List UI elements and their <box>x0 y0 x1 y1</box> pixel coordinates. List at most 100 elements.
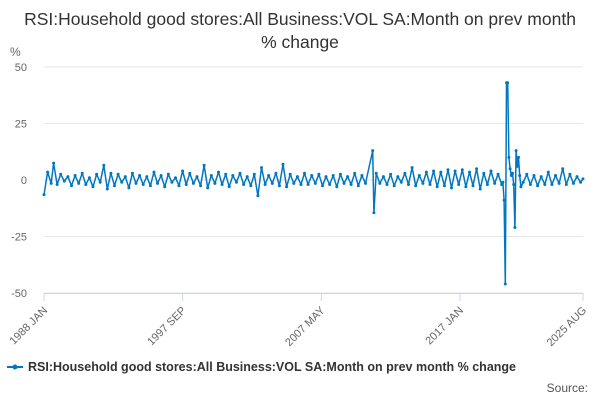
data-point <box>80 171 84 175</box>
legend-line-icon <box>7 364 23 370</box>
data-point <box>281 162 285 166</box>
data-point <box>42 193 46 197</box>
data-point <box>403 171 407 175</box>
data-point <box>227 185 231 189</box>
data-point <box>303 171 306 175</box>
data-point <box>46 170 50 174</box>
data-point <box>231 174 235 177</box>
data-point <box>421 181 425 185</box>
data-point <box>306 183 310 186</box>
data-point <box>546 170 550 174</box>
data-point <box>177 184 181 188</box>
data-point <box>396 175 400 179</box>
y-axis-label: % <box>10 45 21 59</box>
source-label: Source: <box>546 381 588 395</box>
data-point <box>134 181 138 185</box>
data-point <box>123 175 127 179</box>
data-point <box>464 185 468 189</box>
data-point <box>475 167 479 171</box>
data-point <box>517 155 520 159</box>
data-point <box>238 171 242 175</box>
data-point <box>285 185 289 189</box>
data-point <box>113 184 116 188</box>
data-point <box>518 174 522 177</box>
data-point <box>399 180 403 184</box>
data-point <box>220 183 224 186</box>
series-layer <box>42 81 585 286</box>
data-point <box>245 175 249 179</box>
data-point <box>49 181 53 185</box>
data-point <box>450 186 453 190</box>
y-tick-label: 25 <box>15 119 27 131</box>
data-point <box>242 183 246 186</box>
data-point <box>502 198 506 202</box>
data-point <box>292 181 296 185</box>
data-point <box>202 163 206 167</box>
data-point <box>95 172 99 176</box>
data-point <box>109 171 113 175</box>
data-point <box>439 170 443 174</box>
data-point <box>263 183 267 186</box>
data-point <box>77 181 81 185</box>
data-point <box>267 174 271 177</box>
data-point <box>252 172 256 176</box>
y-tick-label: 0 <box>21 175 27 187</box>
data-point <box>453 169 457 173</box>
data-point <box>199 184 203 188</box>
data-point <box>59 172 63 176</box>
data-point <box>163 185 167 189</box>
data-point <box>310 174 314 177</box>
data-point <box>127 186 131 190</box>
data-point <box>482 171 486 175</box>
data-point <box>489 169 493 173</box>
data-point <box>191 181 195 185</box>
x-tick-label: 2025 AUG <box>545 305 589 349</box>
data-point <box>561 167 565 171</box>
data-point <box>181 169 185 173</box>
data-point <box>509 174 513 177</box>
data-point <box>501 180 505 184</box>
data-point <box>148 184 152 188</box>
data-point <box>195 175 199 179</box>
data-point <box>515 164 519 168</box>
data-point <box>568 172 572 176</box>
data-point <box>389 172 393 176</box>
data-point <box>141 183 145 186</box>
data-point <box>102 163 106 167</box>
data-point <box>528 183 532 186</box>
data-point <box>521 180 525 184</box>
data-point <box>554 174 557 177</box>
data-point <box>166 172 170 176</box>
data-point <box>557 181 561 185</box>
data-point <box>277 184 281 188</box>
data-point <box>503 282 507 286</box>
data-point <box>496 172 500 176</box>
axes: 50 25 0 -25 -50% 1988 JAN 1997 SEP 2007 MAY 2017… <box>7 45 589 349</box>
data-point <box>536 184 540 188</box>
data-point <box>478 187 482 191</box>
data-point <box>513 226 517 229</box>
y-tick-label: 50 <box>15 62 27 74</box>
data-point <box>331 174 335 177</box>
data-point <box>374 171 378 175</box>
data-point <box>295 175 299 179</box>
data-point <box>73 174 77 177</box>
data-point <box>410 166 414 170</box>
y-tick-label: -50 <box>11 288 27 300</box>
data-point <box>381 175 385 179</box>
legend-marker <box>12 364 18 370</box>
data-point <box>217 170 220 174</box>
data-point <box>550 183 554 186</box>
data-point <box>564 183 568 186</box>
data-point <box>571 181 575 185</box>
data-point <box>442 184 446 188</box>
data-point <box>87 176 91 180</box>
data-point <box>372 211 376 215</box>
legend[interactable]: RSI:Household good stores:All Business:V… <box>6 359 596 377</box>
data-point <box>152 170 156 174</box>
data-point <box>145 175 149 179</box>
data-point <box>432 169 436 173</box>
data-point <box>324 175 328 179</box>
data-point <box>338 172 342 176</box>
